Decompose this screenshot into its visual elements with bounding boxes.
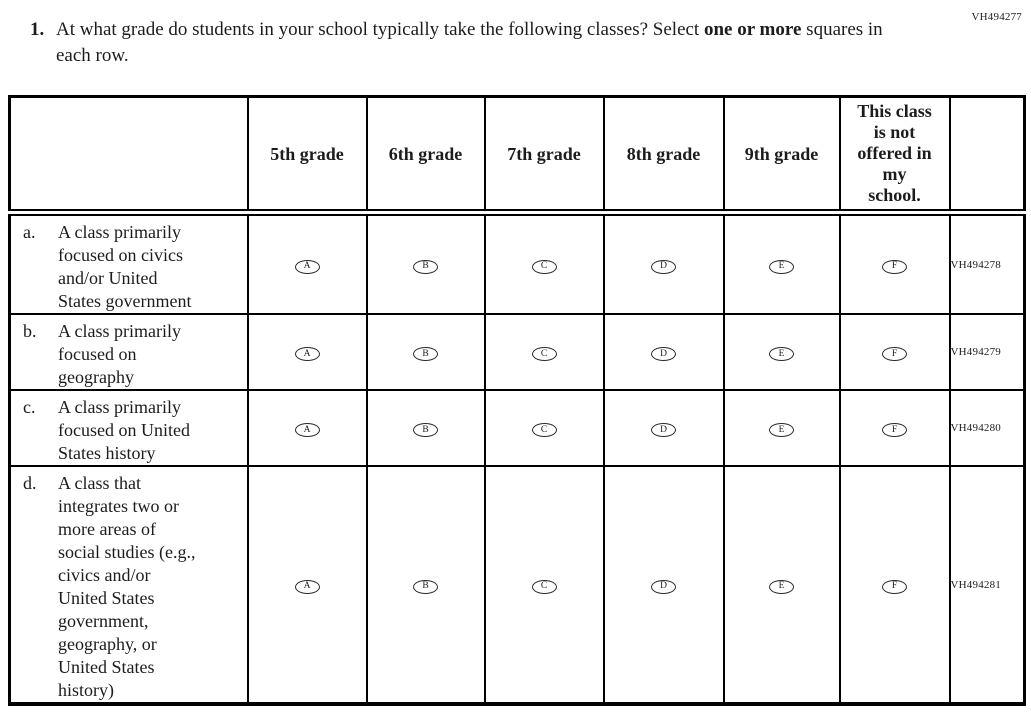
row-a-cell-6th: B [365,211,486,315]
row-d-cell-9th: E [722,465,841,705]
row-a-label: A class primarily focused on civics and/… [58,222,192,311]
table-row-b: b. A class primarily focused on geograph… [8,313,1026,391]
option-bubble-e[interactable]: E [769,579,794,594]
question-number: 1. [30,19,45,40]
question-text-line1: At what grade do students in your school… [56,19,700,40]
row-c-cell-8th: D [602,389,725,467]
option-bubble-d[interactable]: D [651,347,676,362]
row-a-cell-8th: D [602,211,725,315]
question-text-bold: one or more [703,19,802,40]
corner-blank-cell [8,95,249,216]
question-block: 1. At what grade do students in your sch… [30,17,910,69]
row-b-cell-6th: B [365,313,486,391]
option-bubble-d[interactable]: D [651,259,676,274]
option-bubble-b[interactable]: B [413,259,438,274]
option-bubble-f[interactable]: F [882,423,907,438]
option-bubble-d[interactable]: D [651,579,676,594]
option-bubble-c[interactable]: C [531,579,557,594]
row-a-label-cell: a. A class primarily focused on civics a… [8,211,249,315]
row-b-cell-not-offered: F [838,313,951,391]
col-header-5th-grade: 5th grade [246,95,368,216]
table-row-d: d. A class that integrates two or more a… [8,465,1026,705]
option-bubble-a[interactable]: A [294,579,320,594]
row-a-cell-9th: E [722,211,841,315]
page-accession-code: VH494277 [971,11,1022,23]
option-bubble-a[interactable]: A [294,259,320,274]
table-header-row: 5th grade 6th grade 7th grade 8th grade … [8,95,1026,216]
option-bubble-b[interactable]: B [413,423,438,438]
row-b-cell-7th: C [483,313,605,391]
option-bubble-e[interactable]: E [769,347,794,362]
question-text: At what grade do students in your school… [56,17,910,69]
table-row-c: c. A class primarily focused on United S… [8,389,1026,467]
option-bubble-f[interactable]: F [882,259,907,274]
row-c-code: VH494280 [948,389,1026,467]
row-d-cell-not-offered: F [838,465,951,705]
question-text-rest: squares in each row. [56,19,883,66]
row-b-label-cell: b. A class primarily focused on geograph… [8,313,249,391]
option-bubble-b[interactable]: B [413,347,438,362]
table-row-a: a. A class primarily focused on civics a… [8,211,1026,315]
row-d-cell-6th: B [365,465,486,705]
option-bubble-b[interactable]: B [413,579,438,594]
option-bubble-c[interactable]: C [531,423,557,438]
option-bubble-f[interactable]: F [882,347,907,362]
row-a-code: VH494278 [948,211,1026,315]
col-header-code-blank [948,95,1026,216]
row-d-letter: d. [23,473,37,493]
option-bubble-e[interactable]: E [769,423,794,438]
option-bubble-a[interactable]: A [294,423,320,438]
option-bubble-e[interactable]: E [769,259,794,274]
option-bubble-f[interactable]: F [882,579,907,594]
row-c-cell-not-offered: F [838,389,951,467]
row-b-label: A class primarily focused on geography [58,321,181,387]
row-c-cell-9th: E [722,389,841,467]
col-header-not-offered: This class is not offered in my school. [838,95,951,216]
row-a-cell-not-offered: F [838,211,951,315]
row-b-cell-8th: D [602,313,725,391]
row-d-label: A class that integrates two or more area… [58,473,196,700]
row-d-code: VH494281 [948,465,1026,705]
row-d-cell-7th: C [483,465,605,705]
col-header-8th-grade: 8th grade [602,95,725,216]
row-c-cell-6th: B [365,389,486,467]
option-bubble-c[interactable]: C [531,259,557,274]
col-header-7th-grade: 7th grade [483,95,605,216]
row-a-cell-7th: C [483,211,605,315]
option-bubble-c[interactable]: C [531,347,557,362]
row-d-cell-8th: D [602,465,725,705]
row-c-label: A class primarily focused on United Stat… [58,397,190,463]
col-header-9th-grade: 9th grade [722,95,841,216]
row-c-cell-5th: A [246,389,368,467]
row-a-letter: a. [23,222,36,242]
row-b-cell-5th: A [246,313,368,391]
question-table: 5th grade 6th grade 7th grade 8th grade … [8,95,1026,706]
row-d-cell-5th: A [246,465,368,705]
col-header-6th-grade: 6th grade [365,95,486,216]
option-bubble-a[interactable]: A [294,347,320,362]
option-bubble-d[interactable]: D [651,423,676,438]
row-d-label-cell: d. A class that integrates two or more a… [8,465,249,705]
row-a-cell-5th: A [246,211,368,315]
row-c-label-cell: c. A class primarily focused on United S… [8,389,249,467]
row-b-code: VH494279 [948,313,1026,391]
row-c-letter: c. [23,397,36,417]
row-c-cell-7th: C [483,389,605,467]
row-b-letter: b. [23,321,37,341]
row-b-cell-9th: E [722,313,841,391]
